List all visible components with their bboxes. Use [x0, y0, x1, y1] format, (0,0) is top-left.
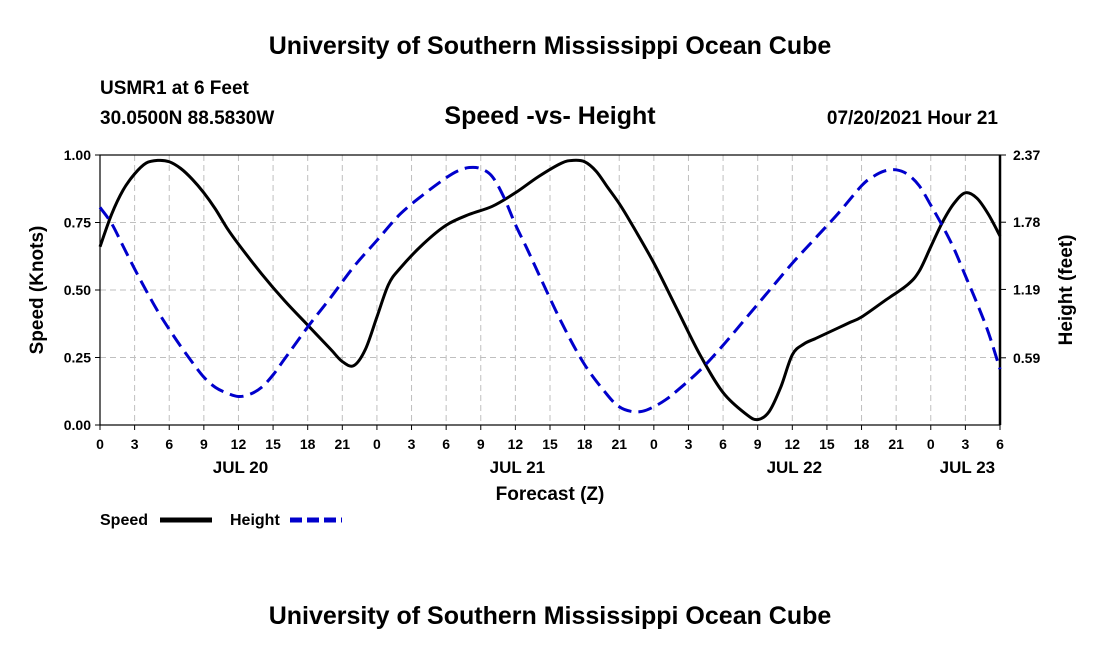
x-tick-label: 0	[96, 436, 104, 452]
x-tick-label: 21	[335, 436, 351, 452]
station-label: USMR1 at 6 Feet	[100, 78, 250, 99]
x-tick-label: 3	[685, 436, 693, 452]
x-tick-label: 21	[888, 436, 904, 452]
chart-title: University of Southern Mississippi Ocean…	[269, 32, 832, 60]
x-tick-label: 0	[373, 436, 381, 452]
coordinates-label: 30.0500N 88.5830W	[100, 108, 274, 129]
x-tick-label: 0	[650, 436, 658, 452]
x-tick-label: 21	[611, 436, 627, 452]
x-tick-label: 15	[542, 436, 558, 452]
x-tick-label: 9	[477, 436, 485, 452]
x-tick-label: 15	[819, 436, 835, 452]
footer-title: University of Southern Mississippi Ocean…	[269, 602, 832, 630]
date-label: JUL 23	[940, 458, 995, 477]
x-tick-label: 6	[996, 436, 1004, 452]
chart-subtitle: Speed -vs- Height	[444, 102, 656, 130]
x-tick-label: 6	[719, 436, 727, 452]
x-tick-label: 6	[165, 436, 173, 452]
x-tick-label: 9	[200, 436, 208, 452]
legend: Speed Height	[100, 512, 342, 529]
x-tick-label: 12	[231, 436, 247, 452]
x-tick-label: 3	[961, 436, 969, 452]
x-tick-label: 12	[785, 436, 801, 452]
date-label: JUL 22	[767, 458, 822, 477]
y-tick-label: 0.50	[64, 282, 91, 298]
x-tick-label: 6	[442, 436, 450, 452]
x-tick-label: 15	[265, 436, 281, 452]
x-axis-label: Forecast (Z)	[496, 484, 605, 505]
y2-tick-label: 1.78	[1013, 214, 1040, 230]
y2-axis-label: Height (feet)	[1056, 235, 1077, 346]
axes: 0.00 0.25 0.50 0.75 1.00 0.59 1.19 1.78 2.37 0 3 6 9…	[64, 147, 1041, 477]
legend-label-height: Height	[230, 512, 280, 529]
y2-tick-label: 0.59	[1013, 350, 1040, 366]
series-line-height	[98, 165, 1002, 414]
legend-label-speed: Speed	[100, 512, 148, 529]
x-tick-label: 18	[854, 436, 870, 452]
y-tick-label: 0.00	[64, 417, 91, 433]
y2-tick-label: 2.37	[1013, 147, 1040, 163]
y-tick-label: 0.25	[64, 350, 91, 366]
y-tick-label: 1.00	[64, 147, 91, 163]
x-tick-label: 18	[577, 436, 593, 452]
series-line-speed	[98, 158, 1002, 422]
x-tick-label: 3	[131, 436, 139, 452]
y-axis-label: Speed (Knots)	[27, 226, 48, 355]
series	[98, 158, 1002, 422]
x-tick-label: 3	[408, 436, 416, 452]
x-tick-label: 18	[300, 436, 316, 452]
datetime-label: 07/20/2021 Hour 21	[827, 108, 999, 129]
x-tick-label: 12	[508, 436, 524, 452]
date-label: JUL 20	[213, 458, 268, 477]
y-tick-label: 0.75	[64, 215, 91, 231]
x-tick-label: 9	[754, 436, 762, 452]
x-tick-label: 0	[927, 436, 935, 452]
y2-tick-label: 1.19	[1013, 281, 1040, 297]
grid	[100, 155, 1000, 425]
date-label: JUL 21	[490, 458, 545, 477]
